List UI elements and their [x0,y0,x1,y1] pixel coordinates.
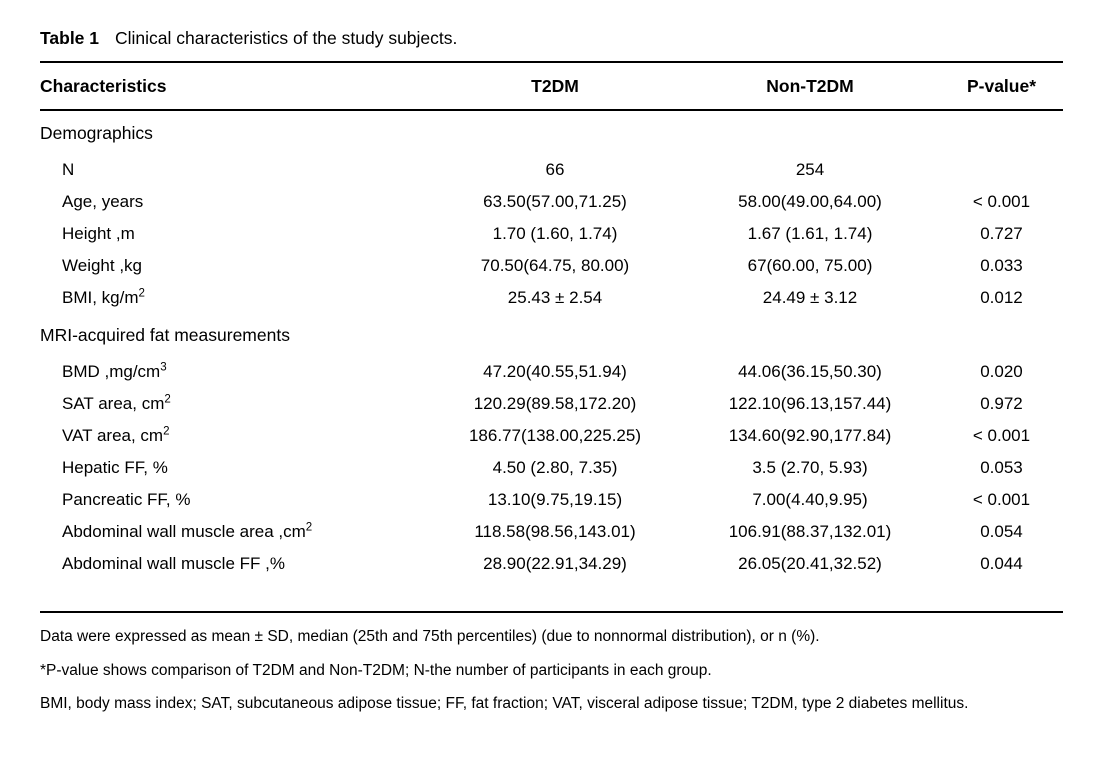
cell-t2dm: 186.77(138.00,225.25) [468,426,642,445]
table-row: Abdominal wall muscle area ,cm2 118.58(9… [40,516,1063,548]
row-label: Age, years [62,192,144,211]
cell-non-t2dm: 58.00(49.00,64.00) [738,192,882,211]
cell-p-value: 0.054 [980,522,1023,541]
cell-t2dm: 63.50(57.00,71.25) [483,192,627,211]
cell-non-t2dm: 122.10(96.13,157.44) [728,394,892,413]
footnote-p-value: *P-value shows comparison of T2DM and No… [40,661,712,679]
cell-p-value: < 0.001 [972,426,1031,445]
cell-non-t2dm: 134.60(92.90,177.84) [728,426,892,445]
cell-t2dm: 28.90(22.91,34.29) [483,554,627,573]
cell-t2dm: 13.10(9.75,19.15) [487,490,623,509]
table-header-row: Characteristics T2DM Non-T2DM P-value* [40,63,1063,109]
cell-p-value: 0.033 [980,256,1023,275]
row-label: Height ,m [62,224,135,243]
cell-p-value: 0.020 [980,362,1023,381]
row-label: VAT area, cm2 [62,425,170,445]
table-row: Weight ,kg 70.50(64.75, 80.00) 67(60.00,… [40,250,1063,282]
cell-t2dm: 70.50(64.75, 80.00) [480,256,630,275]
table-row: BMD ,mg/cm3 47.20(40.55,51.94) 44.06(36.… [40,356,1063,388]
cell-p-value: 0.727 [980,224,1023,243]
table-row: VAT area, cm2 186.77(138.00,225.25) 134.… [40,420,1063,452]
cell-non-t2dm: 44.06(36.15,50.30) [738,362,882,381]
table-row: Age, years 63.50(57.00,71.25) 58.00(49.0… [40,186,1063,218]
cell-t2dm: 4.50 (2.80, 7.35) [492,458,618,477]
header-t2dm: T2DM [531,75,579,96]
row-label: BMI, kg/m2 [62,287,145,307]
unit-superscript: 2 [305,521,313,534]
cell-p-value: 0.053 [980,458,1023,477]
cell-t2dm: 1.70 (1.60, 1.74) [492,224,618,243]
table-row: Pancreatic FF, % 13.10(9.75,19.15) 7.00(… [40,484,1063,516]
table-body: Demographics N 66 254 Age, years 63.50(5… [40,111,1063,611]
table-title: Table 1 Clinical characteristics of the s… [40,0,1063,61]
cell-t2dm: 47.20(40.55,51.94) [483,362,627,381]
footnote-data-expression: Data were expressed as mean ± SD, median… [40,628,820,645]
row-label: Hepatic FF, % [62,458,168,477]
row-label: BMD ,mg/cm3 [62,361,167,381]
cell-t2dm: 120.29(89.58,172.20) [473,394,637,413]
cell-non-t2dm: 24.49 ± 3.12 [762,288,858,307]
cell-non-t2dm: 3.5 (2.70, 5.93) [752,458,868,477]
table-number: Table 1 [40,28,100,48]
unit-superscript: 2 [163,425,170,438]
header-characteristics: Characteristics [40,75,167,96]
unit-superscript: 2 [138,287,145,300]
cell-non-t2dm: 67(60.00, 75.00) [747,256,873,275]
section-row-mri: MRI-acquired fat measurements [40,314,1063,356]
row-label: N [62,160,75,179]
section-row-demographics: Demographics [40,112,1063,154]
table-row: Height ,m 1.70 (1.60, 1.74) 1.67 (1.61, … [40,218,1063,250]
cell-non-t2dm: 7.00(4.40,9.95) [752,490,868,509]
section-label: MRI-acquired fat measurements [40,324,290,345]
unit-superscript: 2 [164,393,171,406]
unit-superscript: 3 [160,361,167,374]
cell-p-value: 0.044 [980,554,1023,573]
table-row: N 66 254 [40,154,1063,186]
section-label: Demographics [40,122,153,143]
table-row: SAT area, cm2 120.29(89.58,172.20) 122.1… [40,388,1063,420]
cell-p-value: 0.972 [980,394,1023,413]
top-rule [40,61,1063,63]
header-non-t2dm: Non-T2DM [766,75,854,96]
table-row: BMI, kg/m2 25.43 ± 2.54 24.49 ± 3.12 0.0… [40,282,1063,314]
table-figure: Table 1 Clinical characteristics of the s… [40,0,1063,721]
footnotes: Data were expressed as mean ± SD, median… [40,613,1063,721]
header-p-value: P-value* [966,75,1037,96]
table-row: Hepatic FF, % 4.50 (2.80, 7.35) 3.5 (2.7… [40,452,1063,484]
cell-non-t2dm: 26.05(20.41,32.52) [738,554,882,573]
cell-t2dm: 118.58(98.56,143.01) [474,522,636,541]
row-label: Weight ,kg [62,256,143,275]
cell-p-value: < 0.001 [972,490,1031,509]
cell-non-t2dm: 254 [795,160,825,179]
row-label: SAT area, cm2 [62,393,171,413]
table-row: Abdominal wall muscle FF ,% 28.90(22.91,… [40,548,1063,580]
cell-t2dm: 66 [545,160,565,179]
cell-p-value: 0.012 [980,288,1023,307]
row-label: Abdominal wall muscle area ,cm2 [62,521,313,541]
cell-non-t2dm: 106.91(88.37,132.01) [728,522,892,541]
row-label: Pancreatic FF, % [62,490,191,509]
cell-t2dm: 25.43 ± 2.54 [507,288,603,307]
row-label: Abdominal wall muscle FF ,% [62,554,285,573]
cell-non-t2dm: 1.67 (1.61, 1.74) [747,224,873,243]
bottom-rule [40,611,1063,613]
table-caption: Clinical characteristics of the study su… [115,28,458,48]
cell-p-value: < 0.001 [972,192,1031,211]
footnote-abbreviations: BMI, body mass index; SAT, subcutaneous … [40,695,969,712]
header-rule [40,109,1063,111]
